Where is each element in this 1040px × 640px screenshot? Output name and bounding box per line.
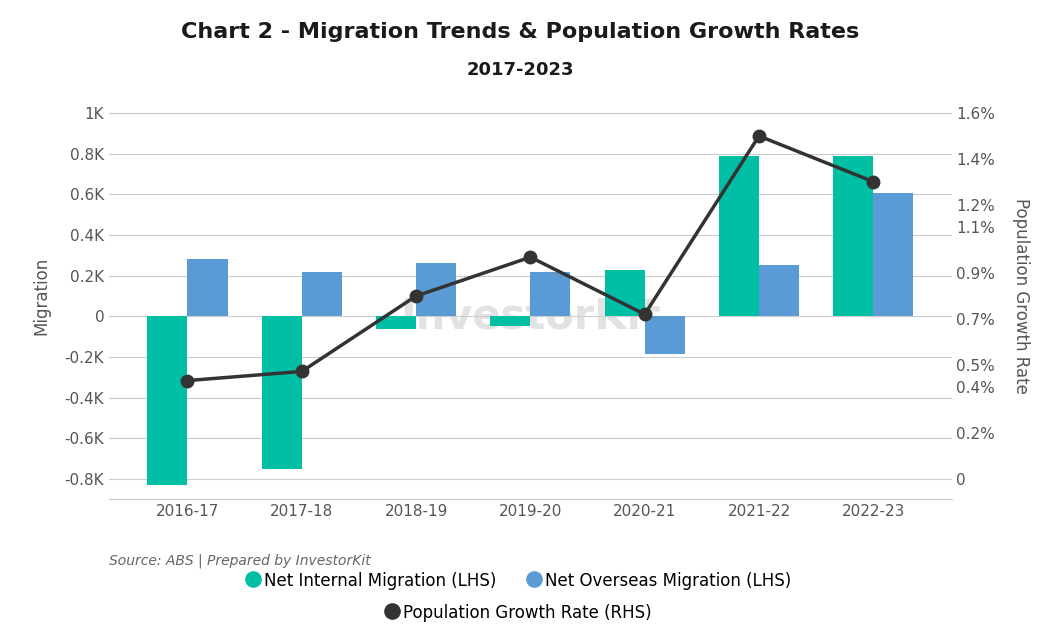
Population Growth Rate (RHS): [639, 310, 651, 318]
Bar: [874, 193, 913, 316]
Bar: [491, 316, 530, 326]
Legend: Net Internal Migration (LHS), Net Overseas Migration (LHS): Net Internal Migration (LHS), Net Overse…: [242, 565, 798, 596]
Text: 2017-2023: 2017-2023: [466, 61, 574, 79]
Text: InvestorKit: InvestorKit: [400, 295, 660, 337]
Bar: [604, 269, 645, 316]
Bar: [719, 156, 759, 316]
Bar: [148, 316, 187, 485]
Population Growth Rate (RHS): [181, 377, 193, 385]
Bar: [187, 259, 228, 316]
Y-axis label: Migration: Migration: [32, 257, 51, 335]
Text: Chart 2 - Migration Trends & Population Growth Rates: Chart 2 - Migration Trends & Population …: [181, 22, 859, 42]
Line: Population Growth Rate (RHS): Population Growth Rate (RHS): [181, 130, 880, 387]
Bar: [416, 264, 457, 316]
Population Growth Rate (RHS): [295, 367, 308, 375]
Bar: [833, 156, 874, 316]
Population Growth Rate (RHS): [524, 253, 537, 261]
Bar: [262, 316, 302, 468]
Y-axis label: Population Growth Rate: Population Growth Rate: [1012, 198, 1030, 394]
Population Growth Rate (RHS): [753, 132, 765, 140]
Legend: Population Growth Rate (RHS): Population Growth Rate (RHS): [382, 597, 658, 628]
Bar: [376, 316, 416, 328]
Text: Source: ABS | Prepared by InvestorKit: Source: ABS | Prepared by InvestorKit: [109, 554, 371, 568]
Bar: [302, 271, 342, 316]
Bar: [645, 316, 684, 354]
Bar: [530, 271, 570, 316]
Bar: [759, 264, 799, 316]
Population Growth Rate (RHS): [410, 292, 422, 300]
Population Growth Rate (RHS): [867, 178, 880, 186]
